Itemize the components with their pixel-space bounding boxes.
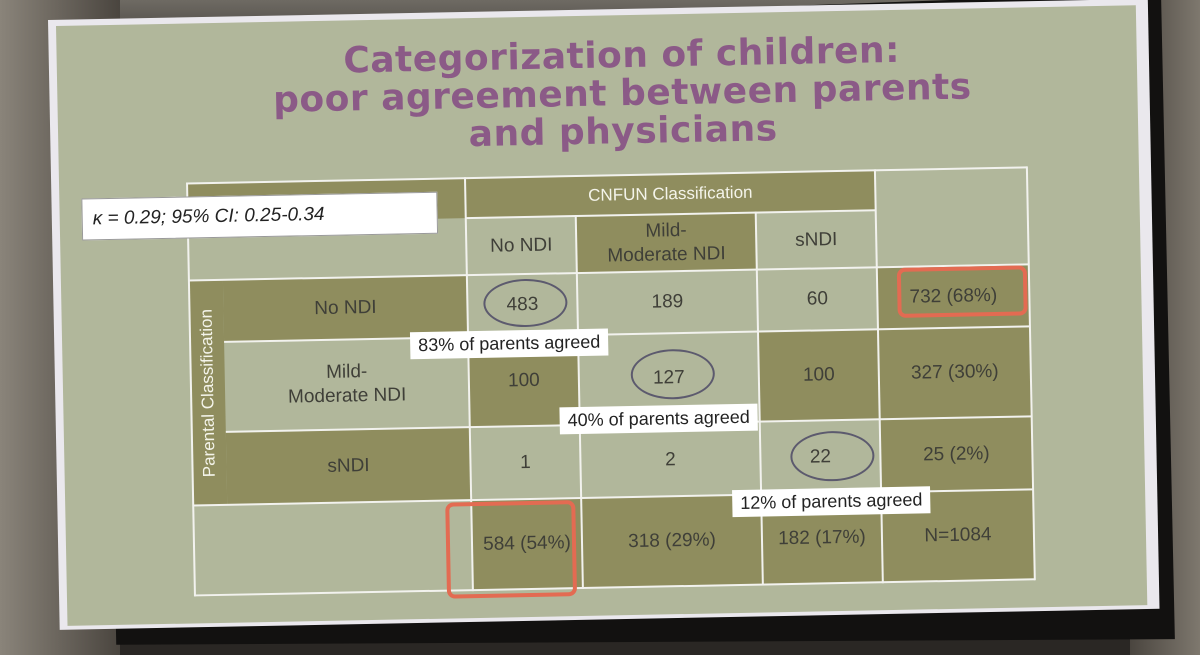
row-group-header: Parental Classification xyxy=(188,279,228,506)
cell-mild-sndi: 100 xyxy=(757,329,880,422)
row-group-header-label: Parental Classification xyxy=(196,308,219,477)
agreement-note-mild-moderate: 40% of parents agreed xyxy=(559,403,759,435)
cell-sndi-no: 1 xyxy=(519,451,531,473)
top-right-empty-cell xyxy=(875,167,1028,210)
col-header-no-ndi: No NDI xyxy=(489,234,553,257)
agreement-note-no-ndi: 83% of parents agreed xyxy=(409,328,609,360)
col-header-total-empty xyxy=(876,207,1029,267)
highlight-box-row-total xyxy=(896,265,1028,318)
col-header-sndi: sNDI xyxy=(794,228,838,251)
kappa-box: κ = 0.29; 95% CI: 0.25-0.34 xyxy=(81,191,439,241)
bottom-left-empty-cell xyxy=(193,500,473,595)
cell-no-mild: 189 xyxy=(651,291,684,313)
slide: Categorization of children: poor agreeme… xyxy=(56,5,1148,626)
row-label-sndi: sNDI xyxy=(225,427,472,505)
agreement-note-sndi: 12% of parents agreed xyxy=(732,486,931,518)
row-total-mild-moderate: 327 (30%) xyxy=(877,326,1032,420)
slide-title: Categorization of children: poor agreeme… xyxy=(241,30,1003,159)
col-header-mild-moderate: Mild- Moderate NDI xyxy=(575,212,757,274)
row-total-sndi: 25 (2%) xyxy=(879,416,1034,493)
highlight-box-col-total xyxy=(445,500,578,599)
cell-no-sndi: 60 xyxy=(806,288,829,310)
